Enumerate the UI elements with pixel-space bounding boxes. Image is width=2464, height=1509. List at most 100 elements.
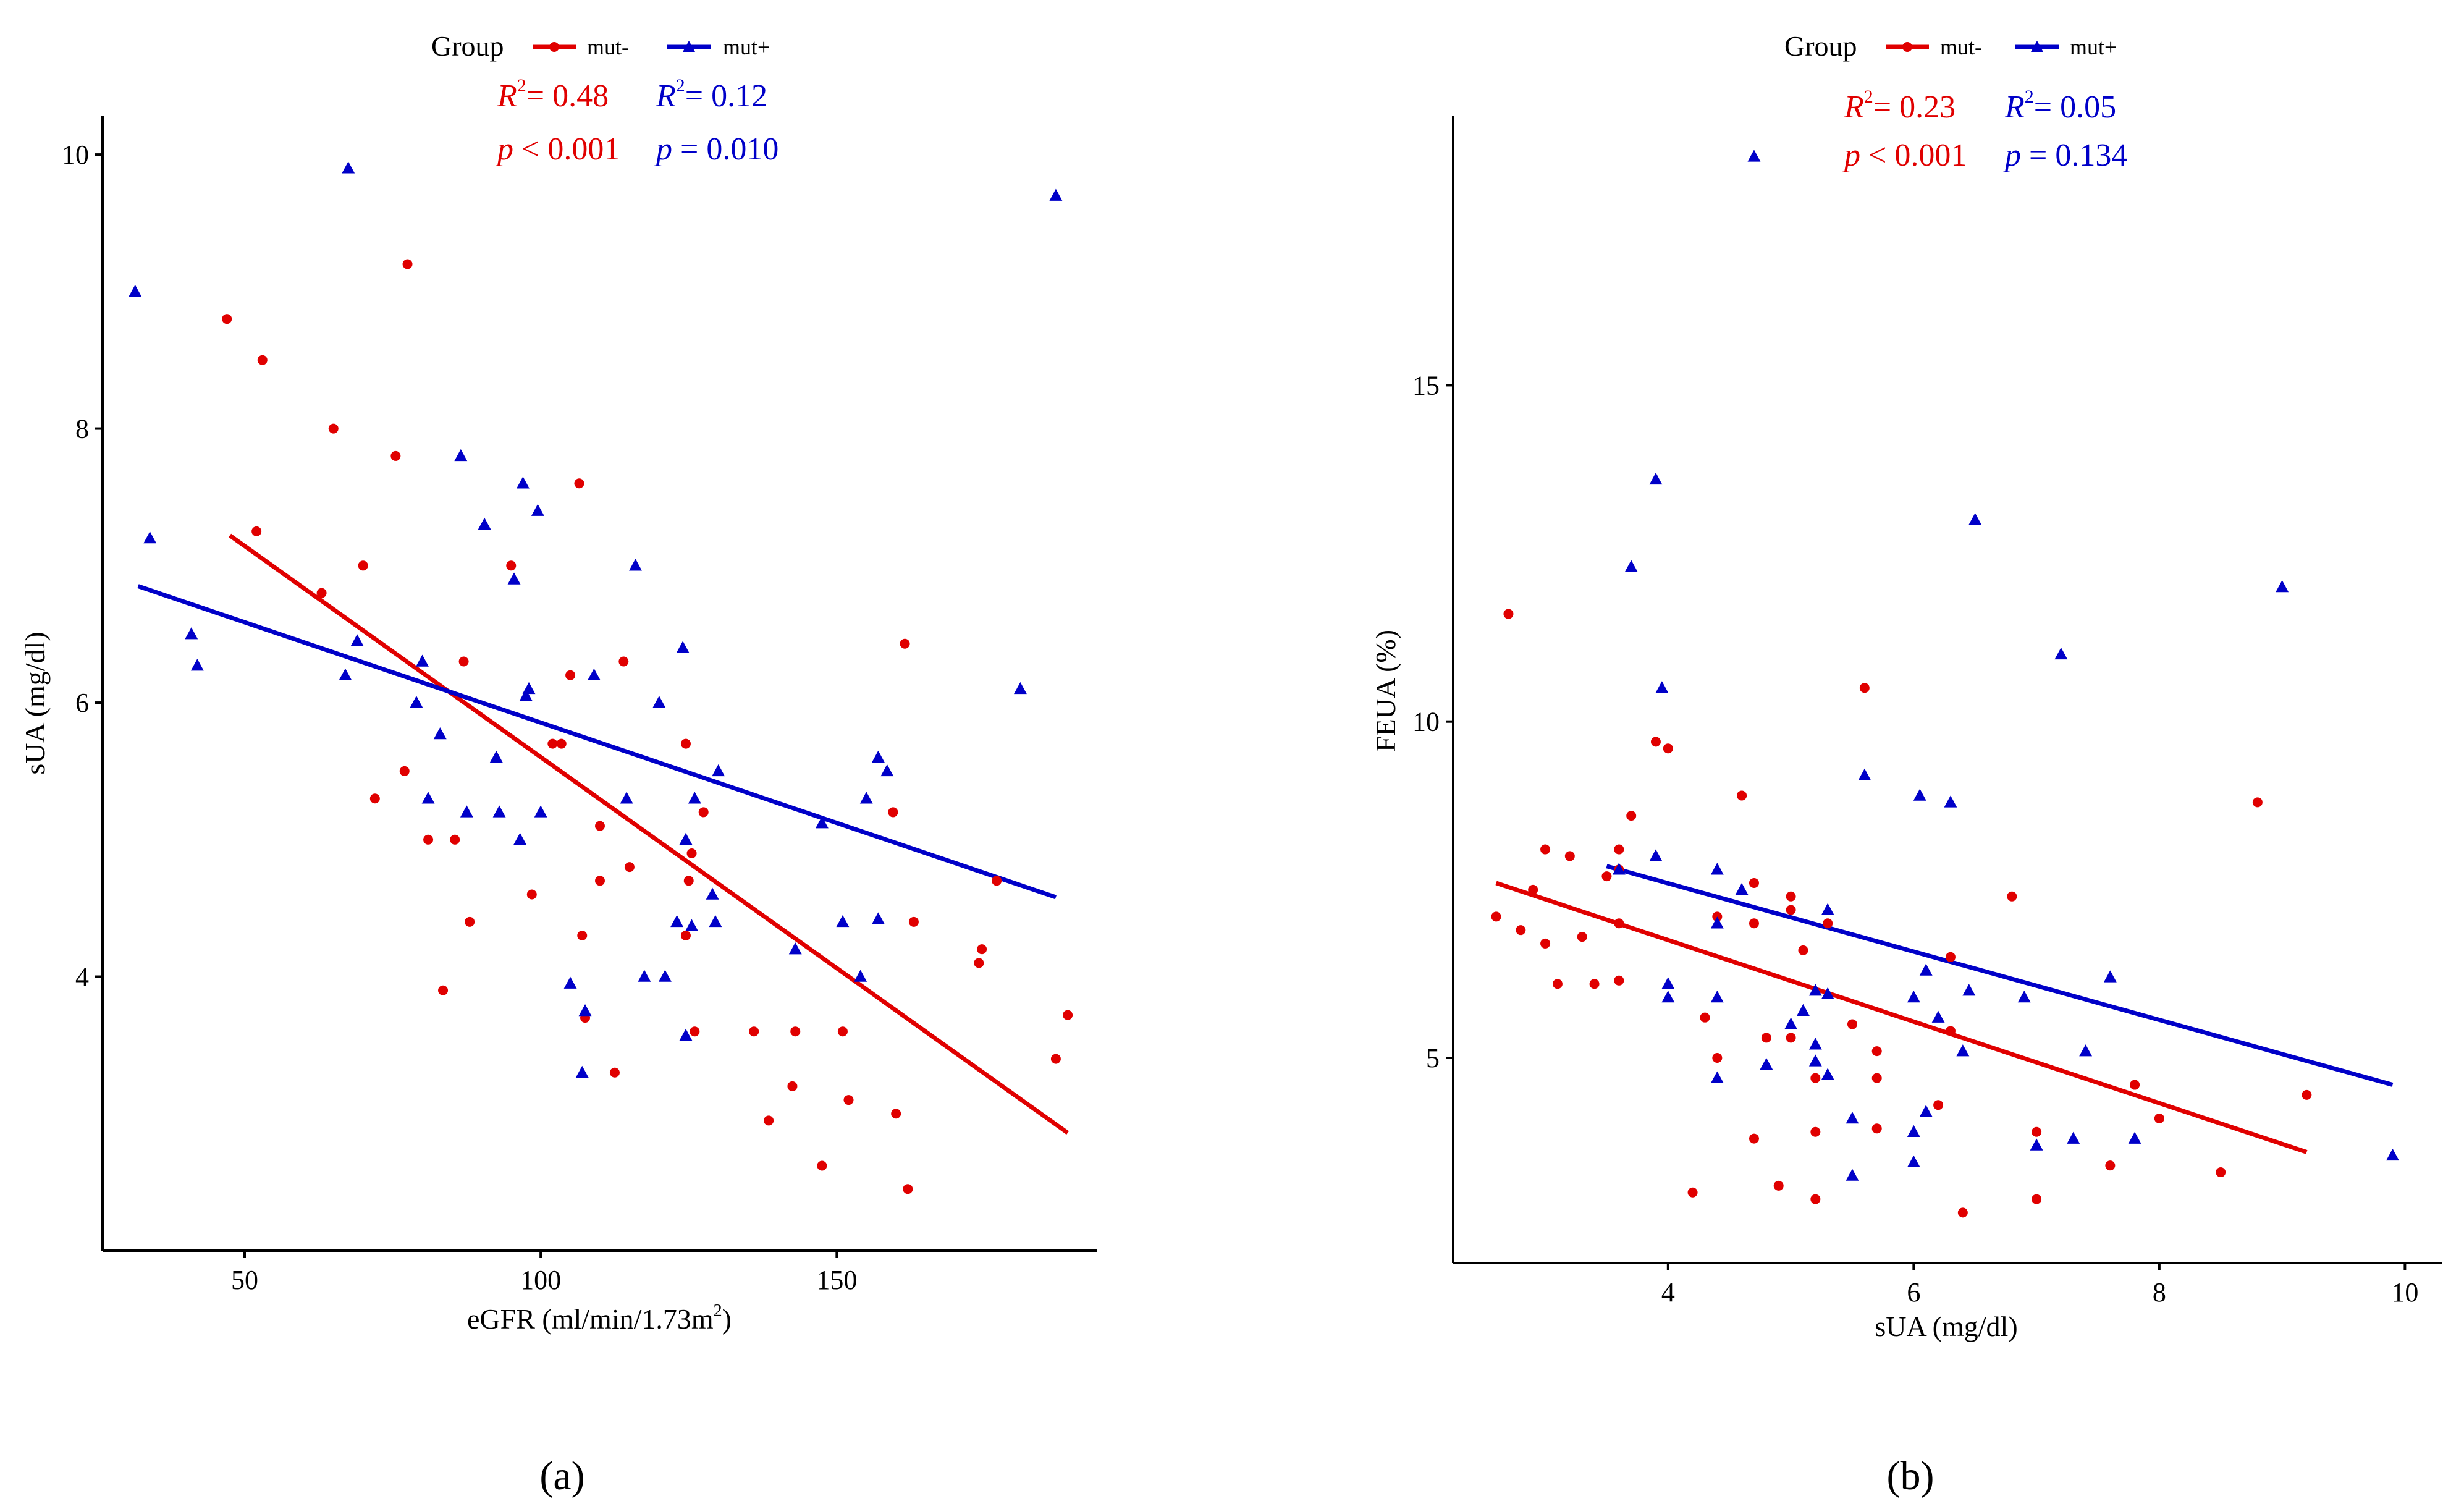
point-mut-minus xyxy=(1933,1100,1944,1110)
point-mut-minus xyxy=(1700,1012,1710,1023)
point-mut-minus xyxy=(1823,918,1833,929)
point-mut-minus xyxy=(1847,1019,1857,1029)
point-mut-plus xyxy=(638,970,651,982)
point-mut-plus xyxy=(143,531,157,544)
point-mut-plus xyxy=(679,1028,693,1041)
p-annotation-mut-plus: p = 0.010 xyxy=(654,132,778,167)
point-mut-minus xyxy=(1859,683,1870,693)
point-mut-minus xyxy=(1957,1207,1968,1218)
data-points xyxy=(129,161,1073,1194)
point-mut-minus xyxy=(680,931,691,940)
point-mut-plus xyxy=(679,832,693,845)
point-mut-plus xyxy=(815,816,829,829)
point-mut-plus xyxy=(1760,1057,1773,1070)
point-mut-minus xyxy=(526,889,537,900)
point-mut-minus xyxy=(618,656,629,667)
point-mut-minus xyxy=(2032,1126,2042,1137)
point-mut-plus xyxy=(1907,991,1920,1003)
fit-lines xyxy=(137,533,1070,1135)
point-mut-plus xyxy=(1710,1071,1724,1083)
point-mut-minus xyxy=(438,985,449,995)
point-mut-minus xyxy=(1945,952,1956,962)
point-mut-plus xyxy=(652,696,666,708)
legend-label-mut-plus: mut+ xyxy=(2070,35,2117,59)
point-mut-minus xyxy=(609,1067,620,1078)
point-mut-minus xyxy=(817,1160,827,1171)
point-mut-plus xyxy=(629,559,642,571)
point-mut-plus xyxy=(433,727,447,740)
point-mut-minus xyxy=(423,834,434,845)
x-ticks: 50 100 150 xyxy=(231,1251,857,1295)
point-mut-plus xyxy=(688,792,701,804)
point-mut-minus xyxy=(1063,1010,1073,1020)
point-mut-plus xyxy=(454,449,468,462)
point-mut-plus xyxy=(342,161,355,174)
point-mut-minus xyxy=(402,259,413,269)
point-mut-minus xyxy=(1786,1033,1796,1043)
fit-line-mut-minus xyxy=(1495,881,2308,1154)
point-mut-minus xyxy=(2130,1080,2140,1090)
point-mut-plus xyxy=(563,976,577,989)
x-ticks: 4 6 8 10 xyxy=(1661,1263,2418,1308)
point-mut-minus xyxy=(316,588,327,598)
point-mut-plus xyxy=(2276,580,2289,593)
point-mut-minus xyxy=(1503,609,1514,619)
point-mut-plus xyxy=(190,659,204,671)
point-mut-plus xyxy=(1661,977,1675,989)
point-mut-plus xyxy=(513,832,527,845)
point-mut-plus xyxy=(478,517,491,530)
legend-marker-mut-plus xyxy=(2031,41,2043,52)
point-mut-minus xyxy=(2154,1113,2164,1123)
point-mut-minus xyxy=(1810,1073,1821,1083)
point-mut-minus xyxy=(358,560,368,571)
point-mut-plus xyxy=(1962,984,1976,996)
point-mut-minus xyxy=(369,793,380,804)
point-mut-plus xyxy=(1784,1017,1798,1029)
point-mut-minus xyxy=(556,738,567,749)
point-mut-minus xyxy=(974,958,984,968)
point-mut-minus xyxy=(547,738,558,749)
point-mut-plus xyxy=(2386,1148,2399,1161)
point-mut-plus xyxy=(1649,472,1663,485)
point-mut-minus xyxy=(465,916,475,927)
point-mut-minus xyxy=(787,1081,798,1091)
p-annotation-mut-minus: p < 0.001 xyxy=(1842,138,1967,173)
point-mut-plus xyxy=(1710,916,1724,929)
y-ticks: 5 10 15 xyxy=(1412,370,1453,1073)
point-mut-minus xyxy=(1712,1052,1723,1063)
point-mut-plus xyxy=(620,792,633,804)
fit-line-mut-minus xyxy=(229,533,1070,1135)
point-mut-plus xyxy=(1821,1068,1834,1080)
point-mut-plus xyxy=(709,915,722,928)
x-axis-label: eGFR (ml/min/1.73m2) xyxy=(467,1301,732,1335)
point-mut-plus xyxy=(350,634,364,646)
point-mut-minus xyxy=(450,834,460,845)
point-mut-minus xyxy=(1540,844,1551,855)
legend-marker-mut-plus xyxy=(683,41,695,52)
point-mut-minus xyxy=(328,423,339,434)
x-tick-label: 8 xyxy=(2153,1277,2166,1308)
point-mut-minus xyxy=(2032,1194,2042,1204)
point-mut-minus xyxy=(764,1115,774,1126)
point-mut-plus xyxy=(880,764,894,777)
point-mut-minus xyxy=(977,944,987,955)
point-mut-plus xyxy=(421,792,435,804)
point-mut-plus xyxy=(685,919,698,931)
panel-label: (b) xyxy=(1887,1453,1934,1498)
point-mut-plus xyxy=(1747,150,1761,162)
point-mut-plus xyxy=(2103,970,2117,983)
point-mut-plus xyxy=(836,915,850,928)
point-mut-plus xyxy=(1710,991,1724,1003)
point-mut-plus xyxy=(587,668,601,680)
point-mut-plus xyxy=(2079,1044,2093,1057)
p-annotation-mut-plus: p = 0.134 xyxy=(2002,138,2127,173)
point-mut-minus xyxy=(1552,979,1563,989)
point-mut-plus xyxy=(129,284,142,297)
point-mut-plus xyxy=(1821,903,1834,915)
point-mut-minus xyxy=(2105,1160,2116,1171)
point-mut-minus xyxy=(399,766,410,776)
point-mut-plus xyxy=(1735,882,1749,895)
point-mut-minus xyxy=(1749,1133,1759,1144)
point-mut-minus xyxy=(1773,1180,1784,1191)
point-mut-plus xyxy=(507,572,521,585)
